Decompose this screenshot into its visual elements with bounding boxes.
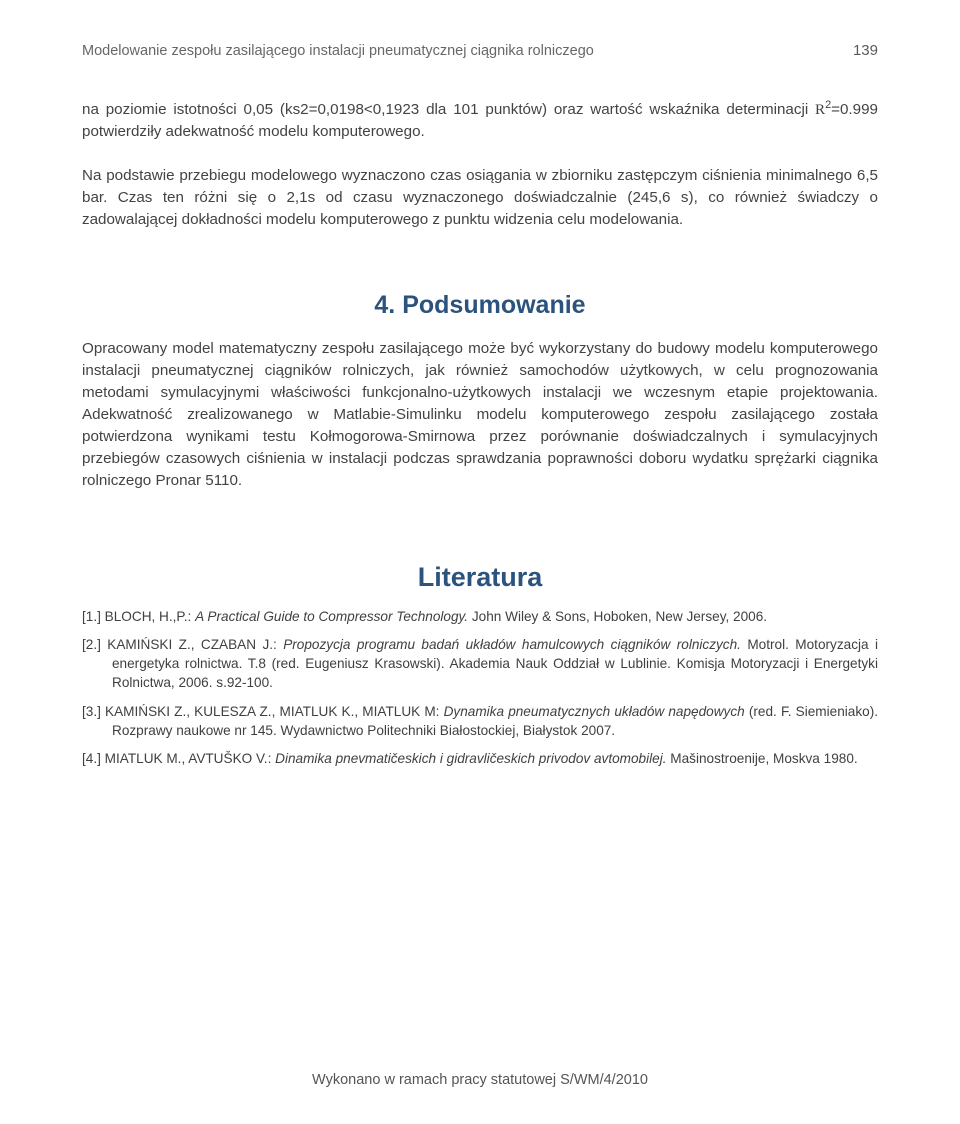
ref3-title: Dynamika pneumatycznych układów napędowy… — [444, 704, 745, 719]
reference-2: [2.] KAMIŃSKI Z., CZABAN J.: Propozycja … — [82, 635, 878, 692]
ref4-authors: MIATLUK M., AVTUŠKO V.: — [105, 751, 275, 766]
ref1-title: A Practical Guide to Compressor Technolo… — [195, 609, 468, 624]
paragraph-3: Opracowany model matematyczny zespołu za… — [82, 338, 878, 492]
ref2-num: [2.] — [82, 637, 107, 652]
para1-part-a: na poziomie istotności 0,05 (ks2=0,0198<… — [82, 101, 815, 118]
ref2-authors: KAMIŃSKI Z., CZABAN J.: — [107, 637, 283, 652]
ref4-rest: Mašinostroenije, Moskva 1980. — [667, 751, 858, 766]
paragraph-2: Na podstawie przebiegu modelowego wyznac… — [82, 165, 878, 231]
section-4-heading: 4. Podsumowanie — [82, 291, 878, 320]
running-header: Modelowanie zespołu zasilającego instala… — [82, 42, 878, 59]
ref3-num: [3.] — [82, 704, 105, 719]
page-number: 139 — [853, 42, 878, 59]
paragraph-1: na poziomie istotności 0,05 (ks2=0,0198<… — [82, 99, 878, 143]
ref4-num: [4.] — [82, 751, 105, 766]
ref4-title: Dinamika pnevmatičeskich i gidravličeski… — [275, 751, 666, 766]
literature-heading: Literatura — [82, 562, 878, 593]
ref1-num: [1.] — [82, 609, 105, 624]
reference-4: [4.] MIATLUK M., AVTUŠKO V.: Dinamika pn… — [82, 749, 878, 768]
reference-1: [1.] BLOCH, H.,P.: A Practical Guide to … — [82, 607, 878, 626]
reference-3: [3.] KAMIŃSKI Z., KULESZA Z., MIATLUK K.… — [82, 702, 878, 740]
ref1-authors: BLOCH, H.,P.: — [105, 609, 195, 624]
ref3-authors: KAMIŃSKI Z., KULESZA Z., MIATLUK K., MIA… — [105, 704, 444, 719]
ref2-title: Propozycja programu badań układów hamulc… — [283, 637, 741, 652]
ref1-rest: John Wiley & Sons, Hoboken, New Jersey, … — [468, 609, 767, 624]
footer-note: Wykonano w ramach pracy statutowej S/WM/… — [0, 1072, 960, 1088]
running-title: Modelowanie zespołu zasilającego instala… — [82, 43, 594, 59]
r-symbol: R — [815, 101, 825, 118]
